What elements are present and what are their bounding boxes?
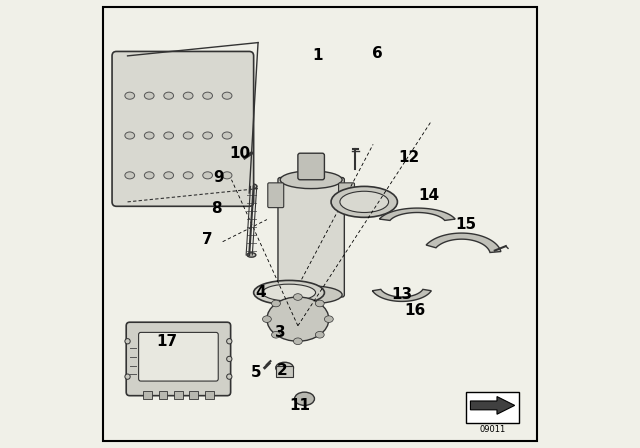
Ellipse shape [164,132,173,139]
FancyBboxPatch shape [268,183,284,207]
Ellipse shape [280,286,342,304]
Ellipse shape [340,191,388,212]
Ellipse shape [241,157,246,160]
Text: 5: 5 [250,365,261,380]
Ellipse shape [280,171,342,189]
Polygon shape [380,208,455,220]
Ellipse shape [223,180,231,184]
Ellipse shape [125,92,134,99]
Ellipse shape [183,172,193,179]
Text: 1: 1 [312,48,323,63]
Polygon shape [372,289,431,302]
Ellipse shape [183,132,193,139]
Bar [189,391,198,399]
FancyBboxPatch shape [139,332,218,381]
Ellipse shape [227,339,232,344]
Ellipse shape [203,92,212,99]
Text: 8: 8 [211,201,221,216]
Ellipse shape [294,338,302,345]
Ellipse shape [145,92,154,99]
Ellipse shape [222,132,232,139]
Ellipse shape [125,132,134,139]
FancyBboxPatch shape [112,52,253,206]
Ellipse shape [247,253,256,257]
FancyBboxPatch shape [278,177,344,297]
Ellipse shape [316,300,324,307]
Ellipse shape [164,92,173,99]
Bar [159,391,167,399]
Ellipse shape [262,316,271,323]
Ellipse shape [271,300,280,307]
Ellipse shape [271,332,280,338]
Ellipse shape [253,280,324,305]
Ellipse shape [246,184,257,189]
Text: 11: 11 [289,398,310,413]
FancyBboxPatch shape [126,322,230,396]
Ellipse shape [331,186,397,217]
Ellipse shape [220,178,234,186]
Ellipse shape [183,92,193,99]
Ellipse shape [294,294,302,300]
FancyBboxPatch shape [339,183,355,207]
Text: 7: 7 [202,232,212,247]
Text: 12: 12 [398,150,419,165]
Ellipse shape [145,132,154,139]
Ellipse shape [222,92,232,99]
Ellipse shape [203,172,212,179]
Ellipse shape [145,172,154,179]
Text: 2: 2 [277,362,288,378]
Ellipse shape [324,316,333,323]
Ellipse shape [125,339,130,344]
Bar [205,391,214,399]
Text: 13: 13 [391,287,412,302]
Bar [174,391,183,399]
Ellipse shape [164,172,173,179]
Ellipse shape [316,332,324,338]
Text: 17: 17 [157,334,178,349]
Text: 6: 6 [372,46,383,61]
Text: 09011: 09011 [479,425,506,434]
Text: 4: 4 [255,285,266,300]
Polygon shape [426,233,501,253]
Ellipse shape [227,374,232,379]
FancyBboxPatch shape [298,153,324,180]
Ellipse shape [294,392,314,405]
Text: 16: 16 [404,303,426,318]
Text: 10: 10 [230,146,251,161]
Bar [466,392,519,423]
Ellipse shape [125,172,134,179]
Ellipse shape [227,356,232,362]
Text: 9: 9 [213,170,223,185]
Text: 14: 14 [418,188,439,203]
Ellipse shape [222,172,232,179]
Ellipse shape [267,297,329,341]
Ellipse shape [262,284,316,301]
Text: 3: 3 [275,325,285,340]
Bar [276,366,294,377]
Ellipse shape [125,374,130,379]
Text: 15: 15 [456,216,477,232]
Ellipse shape [203,132,212,139]
Ellipse shape [276,362,294,373]
Bar [143,391,152,399]
Polygon shape [470,396,515,414]
